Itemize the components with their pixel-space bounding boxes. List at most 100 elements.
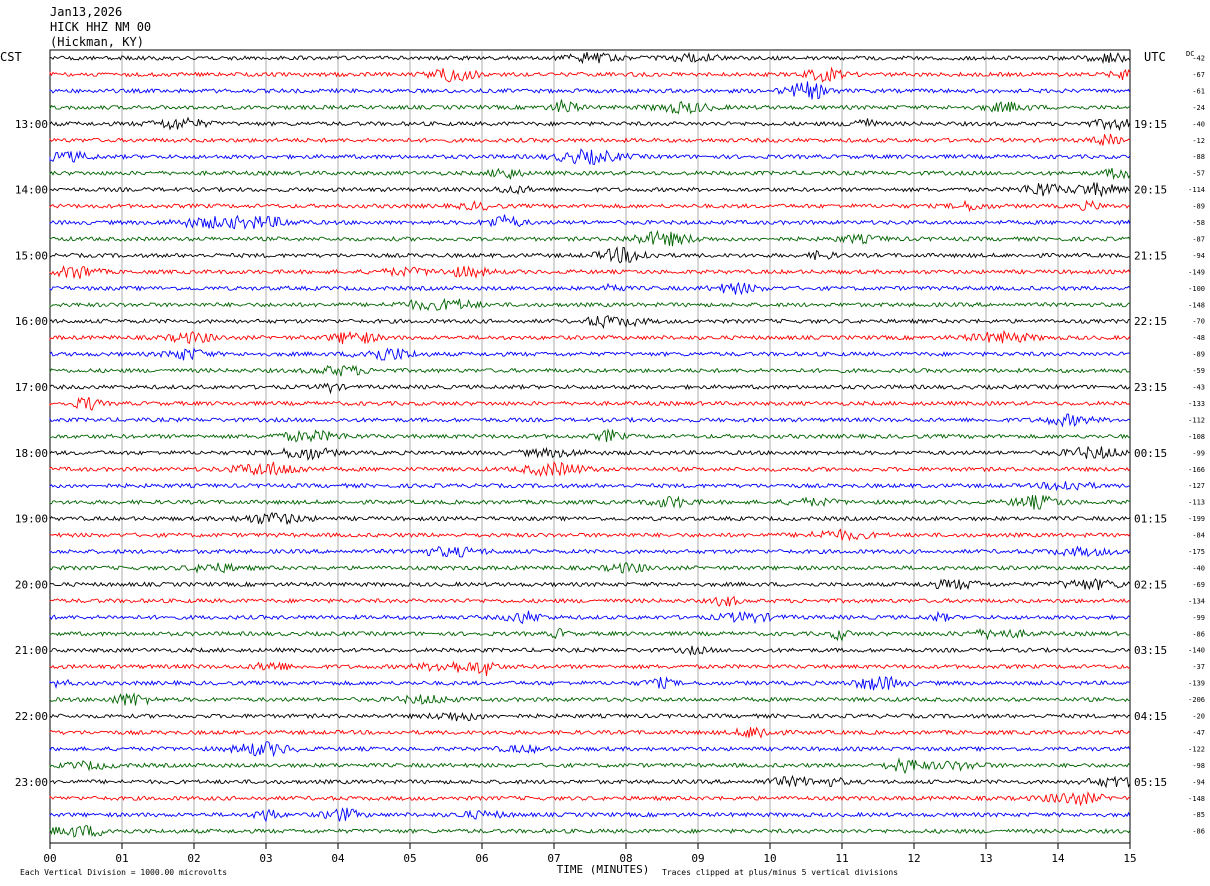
dc-offset-value: -166 (1188, 466, 1205, 474)
x-tick-label: 08 (619, 852, 632, 865)
clip-note: Traces clipped at plus/minus 5 vertical … (662, 868, 898, 877)
minute-gridlines (121, 50, 1059, 843)
trace-line (49, 481, 1131, 492)
trace-line (49, 561, 1131, 574)
record-date: Jan13,2026 (50, 5, 122, 19)
dc-offset-value: -206 (1188, 696, 1205, 704)
trace-line (49, 281, 1131, 296)
dc-offset-value: -114 (1188, 186, 1205, 194)
utc-hour-label: 05:15 (1134, 776, 1167, 789)
trace-line (49, 51, 1131, 65)
x-tick-label: 04 (331, 852, 345, 865)
x-tick-label: 05 (403, 852, 416, 865)
dc-offset-value: -133 (1188, 400, 1205, 408)
dc-offset-value: -57 (1192, 170, 1205, 178)
dc-offset-value: -84 (1192, 532, 1205, 540)
dc-offset-value: -37 (1192, 663, 1205, 671)
x-tick-label: 07 (547, 852, 560, 865)
cst-hour-label: 19:00 (15, 513, 48, 526)
dc-offset-value: -94 (1192, 252, 1205, 260)
trace-line (49, 545, 1131, 558)
x-tick-label: 10 (763, 852, 776, 865)
station-location: (Hickman, KY) (50, 35, 144, 49)
dc-offset-value: -127 (1188, 482, 1205, 490)
trace-line (49, 182, 1131, 197)
minute-tick-labels: 00 01 02 03 04 05 06 07 08 09 10 11 12 13 14 15 (43, 843, 1137, 865)
cst-hour-label: 13:00 (15, 118, 48, 131)
trace-line (49, 229, 1131, 247)
trace-line (49, 675, 1131, 691)
dc-offset-value: -94 (1192, 778, 1205, 786)
dc-offset-value: -69 (1192, 581, 1205, 589)
trace-line (49, 199, 1131, 213)
cst-hour-label: 18:00 (15, 447, 48, 460)
trace-line (49, 246, 1131, 264)
trace-line (49, 790, 1131, 807)
plot-frame (49, 49, 1131, 844)
trace-line (49, 148, 1131, 165)
trace-line (49, 757, 1131, 775)
utc-hour-label: 01:15 (1134, 513, 1167, 526)
trace-line (49, 428, 1131, 443)
trace-line (49, 413, 1131, 428)
trace-line (49, 446, 1130, 461)
trace-line (49, 265, 1131, 279)
dc-offset-value: -43 (1192, 384, 1205, 392)
dc-offset-value: -40 (1192, 120, 1205, 128)
dc-offset-value: -199 (1188, 515, 1205, 523)
x-tick-label: 06 (475, 852, 488, 865)
x-tick-label: 12 (907, 852, 920, 865)
cst-hour-label: 20:00 (15, 578, 48, 591)
dc-offset-value: -48 (1192, 334, 1205, 342)
dc-offset-value: -113 (1188, 499, 1205, 507)
dc-offset-value: -88 (1192, 153, 1205, 161)
trace-line (49, 610, 1131, 625)
right-timezone-label: UTC (1144, 50, 1166, 64)
dc-offset-value: -70 (1192, 318, 1205, 326)
x-tick-label: 15 (1123, 852, 1136, 865)
dc-offset-value: -40 (1192, 564, 1205, 572)
cst-hour-label: 14:00 (15, 184, 48, 197)
dc-offset-value: -99 (1192, 449, 1205, 457)
trace-line (49, 297, 1131, 312)
dc-offset-value: -12 (1192, 137, 1205, 145)
dc-offset-value: -148 (1188, 301, 1205, 309)
utc-hour-labels: 19:15 20:15 21:15 22:15 23:15 00:15 01:15 02:15… (1134, 118, 1167, 789)
trace-line (49, 116, 1131, 132)
utc-hour-label: 23:15 (1134, 381, 1167, 394)
trace-line (49, 461, 1131, 478)
trace-line (49, 364, 1131, 377)
dc-offset-value: -148 (1188, 795, 1205, 803)
trace-line (49, 807, 1131, 823)
trace-line (49, 511, 1131, 525)
left-timezone-label: CST (0, 50, 22, 64)
cst-hour-label: 16:00 (15, 315, 48, 328)
trace-line (49, 382, 1131, 395)
dc-offset-value: -42 (1192, 55, 1205, 63)
dc-offset-value: -47 (1192, 729, 1205, 737)
trace-line (49, 347, 1131, 361)
utc-hour-label: 02:15 (1134, 578, 1167, 591)
trace-line (49, 824, 1131, 838)
trace-line (49, 528, 1131, 542)
utc-hour-label: 04:15 (1134, 710, 1167, 723)
dc-offset-value: -98 (1192, 762, 1205, 770)
trace-line (49, 774, 1131, 789)
dc-offset-header: DC (1186, 50, 1194, 58)
cst-hour-label: 22:00 (15, 710, 48, 723)
dc-offset-value: -87 (1192, 235, 1205, 243)
dc-offset-labels: -42 -67 -61 -24 -40 -12 -88 -57 -114 -89 -58 -87 -94… (1188, 55, 1205, 836)
trace-line (49, 660, 1131, 677)
utc-hour-label: 03:15 (1134, 644, 1167, 657)
trace-line (49, 167, 1131, 181)
cst-hour-label: 17:00 (15, 381, 48, 394)
dc-offset-value: -139 (1188, 680, 1205, 688)
dc-offset-value: -112 (1188, 416, 1205, 424)
dc-offset-value: -140 (1188, 647, 1205, 655)
cst-hour-label: 15:00 (15, 249, 48, 262)
cst-hour-label: 23:00 (15, 776, 48, 789)
x-tick-label: 13 (979, 852, 992, 865)
trace-line (49, 81, 1131, 100)
dc-offset-value: -134 (1188, 597, 1205, 605)
